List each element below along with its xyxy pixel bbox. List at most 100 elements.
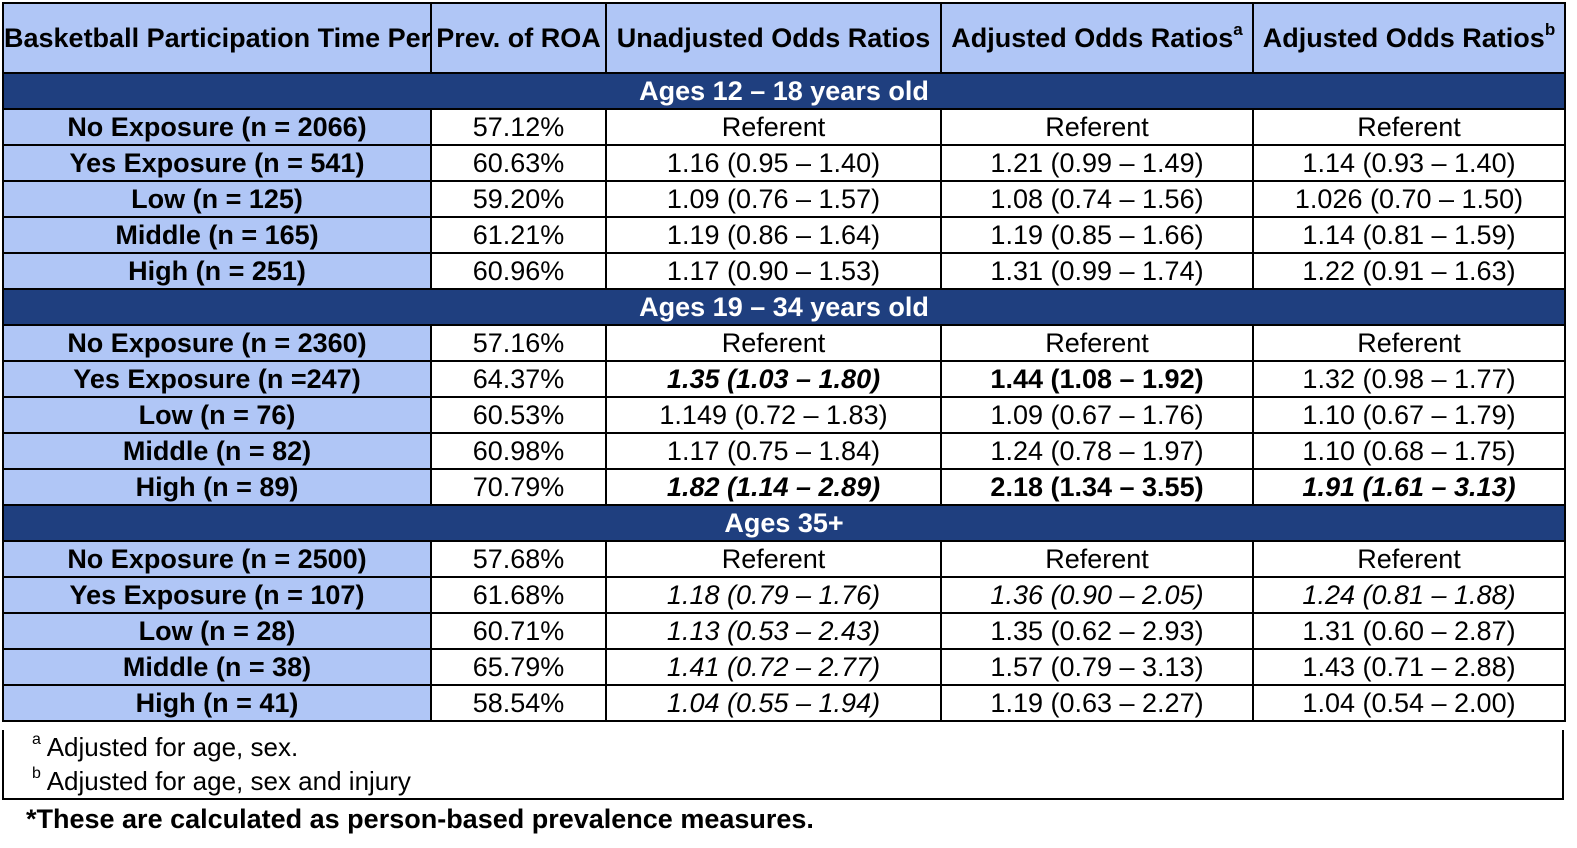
data-cell: 2.18 (1.34 – 3.55) bbox=[940, 468, 1254, 506]
data-cell: 1.91 (1.61 – 3.13) bbox=[1252, 468, 1566, 506]
header-cell: Adjusted Odds Ratiosa bbox=[940, 2, 1254, 74]
row-label: Middle (n = 82) bbox=[2, 432, 432, 470]
data-cell: 1.19 (0.85 – 1.66) bbox=[940, 216, 1254, 254]
data-cell: Referent bbox=[605, 540, 942, 578]
note: *These are calculated as person-based pr… bbox=[26, 804, 814, 834]
row-label: Low (n = 28) bbox=[2, 612, 432, 650]
data-row: Middle (n = 165) 61.21% 1.19 (0.86 – 1.64)… bbox=[2, 216, 1566, 254]
header-superscript: a bbox=[1233, 19, 1243, 39]
header-cell: Basketball Participation Time Period bbox=[2, 2, 432, 74]
data-row: No Exposure (n = 2066) 57.12% Referent Refe… bbox=[2, 108, 1566, 146]
data-row: High (n = 89) 70.79% 1.82 (1.14 – 2.89) 2.1… bbox=[2, 468, 1566, 506]
data-cell: 57.12% bbox=[430, 108, 607, 146]
data-cell: 1.04 (0.54 – 2.00) bbox=[1252, 684, 1566, 722]
row-label: Yes Exposure (n = 541) bbox=[2, 144, 432, 182]
data-cell: Referent bbox=[1252, 108, 1566, 146]
data-cell: 1.16 (0.95 – 1.40) bbox=[605, 144, 942, 182]
data-cell: 1.149 (0.72 – 1.83) bbox=[605, 396, 942, 434]
row-label: Yes Exposure (n = 107) bbox=[2, 576, 432, 614]
odds-ratio-table: Basketball Participation Time Period Prev… bbox=[2, 2, 1566, 722]
header-text: Basketball Participation Time Period bbox=[4, 22, 431, 53]
data-cell: Referent bbox=[1252, 324, 1566, 362]
data-cell: 60.96% bbox=[430, 252, 607, 290]
row-label: Middle (n = 165) bbox=[2, 216, 432, 254]
data-row: No Exposure (n = 2500) 57.68% Referent Refe… bbox=[2, 540, 1566, 578]
row-label: High (n = 41) bbox=[2, 684, 432, 722]
data-cell: 1.10 (0.67 – 1.79) bbox=[1252, 396, 1566, 434]
data-row: Yes Exposure (n = 541) 60.63% 1.16 (0.95 –… bbox=[2, 144, 1566, 182]
data-cell: 1.35 (0.62 – 2.93) bbox=[940, 612, 1254, 650]
data-cell: Referent bbox=[940, 108, 1254, 146]
data-cell: 61.21% bbox=[430, 216, 607, 254]
row-label: Low (n = 76) bbox=[2, 396, 432, 434]
data-row: Middle (n = 82) 60.98% 1.17 (0.75 – 1.84) 1… bbox=[2, 432, 1566, 470]
data-cell: 1.19 (0.63 – 2.27) bbox=[940, 684, 1254, 722]
row-label: No Exposure (n = 2360) bbox=[2, 324, 432, 362]
data-cell: 1.21 (0.99 – 1.49) bbox=[940, 144, 1254, 182]
data-cell: 1.35 (1.03 – 1.80) bbox=[605, 360, 942, 398]
header-text: Prev. of ROA bbox=[436, 22, 601, 53]
group-title: Ages 12 – 18 years old bbox=[2, 72, 1566, 110]
data-cell: 1.09 (0.76 – 1.57) bbox=[605, 180, 942, 218]
data-cell: 60.63% bbox=[430, 144, 607, 182]
data-cell: 1.08 (0.74 – 1.56) bbox=[940, 180, 1254, 218]
group-title: Ages 19 – 34 years old bbox=[2, 288, 1566, 326]
data-cell: 1.31 (0.99 – 1.74) bbox=[940, 252, 1254, 290]
data-cell: 60.53% bbox=[430, 396, 607, 434]
data-cell: 1.17 (0.75 – 1.84) bbox=[605, 432, 942, 470]
row-label: Middle (n = 38) bbox=[2, 648, 432, 686]
data-row: Yes Exposure (n = 107) 61.68% 1.18 (0.79 –… bbox=[2, 576, 1566, 614]
data-cell: 1.24 (0.81 – 1.88) bbox=[1252, 576, 1566, 614]
row-label: Low (n = 125) bbox=[2, 180, 432, 218]
data-cell: 70.79% bbox=[430, 468, 607, 506]
header-text: Adjusted Odds Ratios bbox=[951, 22, 1234, 53]
group-title: Ages 35+ bbox=[2, 504, 1566, 542]
row-label: Yes Exposure (n =247) bbox=[2, 360, 432, 398]
data-cell: Referent bbox=[940, 540, 1254, 578]
row-label: No Exposure (n = 2066) bbox=[2, 108, 432, 146]
data-cell: 1.09 (0.67 – 1.76) bbox=[940, 396, 1254, 434]
data-cell: 1.82 (1.14 – 2.89) bbox=[605, 468, 942, 506]
header-cell: Prev. of ROA bbox=[430, 2, 607, 74]
data-cell: 1.22 (0.91 – 1.63) bbox=[1252, 252, 1566, 290]
data-cell: 60.71% bbox=[430, 612, 607, 650]
footnotes: a Adjusted for age, sex. b Adjusted for a… bbox=[2, 730, 1564, 800]
data-cell: 1.10 (0.68 – 1.75) bbox=[1252, 432, 1566, 470]
group-row: Ages 12 – 18 years old bbox=[2, 72, 1566, 110]
data-cell: 1.14 (0.81 – 1.59) bbox=[1252, 216, 1566, 254]
footnote-text: Adjusted for age, sex and injury bbox=[46, 766, 411, 796]
data-cell: 1.19 (0.86 – 1.64) bbox=[605, 216, 942, 254]
data-cell: 1.04 (0.55 – 1.94) bbox=[605, 684, 942, 722]
header-cell: Adjusted Odds Ratiosb bbox=[1252, 2, 1566, 74]
data-cell: 1.026 (0.70 – 1.50) bbox=[1252, 180, 1566, 218]
data-cell: 58.54% bbox=[430, 684, 607, 722]
data-row: Yes Exposure (n =247) 64.37% 1.35 (1.03 – … bbox=[2, 360, 1566, 398]
data-cell: 1.24 (0.78 – 1.97) bbox=[940, 432, 1254, 470]
data-cell: 64.37% bbox=[430, 360, 607, 398]
data-cell: 1.43 (0.71 – 2.88) bbox=[1252, 648, 1566, 686]
data-cell: Referent bbox=[940, 324, 1254, 362]
data-cell: 57.68% bbox=[430, 540, 607, 578]
data-cell: 1.36 (0.90 – 2.05) bbox=[940, 576, 1254, 614]
group-row: Ages 35+ bbox=[2, 504, 1566, 542]
data-cell: 1.57 (0.79 – 3.13) bbox=[940, 648, 1254, 686]
header-text: Adjusted Odds Ratios bbox=[1262, 22, 1545, 53]
header-row: Basketball Participation Time Period Prev… bbox=[2, 2, 1566, 74]
group-row: Ages 19 – 34 years old bbox=[2, 288, 1566, 326]
data-row: Low (n = 125) 59.20% 1.09 (0.76 – 1.57) 1.0… bbox=[2, 180, 1566, 218]
data-row: Low (n = 76) 60.53% 1.149 (0.72 – 1.83) 1.0… bbox=[2, 396, 1566, 434]
footnote-text: Adjusted for age, sex. bbox=[46, 732, 299, 762]
data-row: High (n = 251) 60.96% 1.17 (0.90 – 1.53) 1.… bbox=[2, 252, 1566, 290]
footnote-marker: a bbox=[32, 731, 41, 748]
data-cell: 1.31 (0.60 – 2.87) bbox=[1252, 612, 1566, 650]
header-text: Unadjusted Odds Ratios bbox=[616, 22, 931, 53]
data-cell: 1.32 (0.98 – 1.77) bbox=[1252, 360, 1566, 398]
row-label: High (n = 89) bbox=[2, 468, 432, 506]
data-cell: 61.68% bbox=[430, 576, 607, 614]
row-label: High (n = 251) bbox=[2, 252, 432, 290]
data-row: Middle (n = 38) 65.79% 1.41 (0.72 – 2.77) 1… bbox=[2, 648, 1566, 686]
data-cell: 65.79% bbox=[430, 648, 607, 686]
data-row: No Exposure (n = 2360) 57.16% Referent Refe… bbox=[2, 324, 1566, 362]
data-cell: 59.20% bbox=[430, 180, 607, 218]
